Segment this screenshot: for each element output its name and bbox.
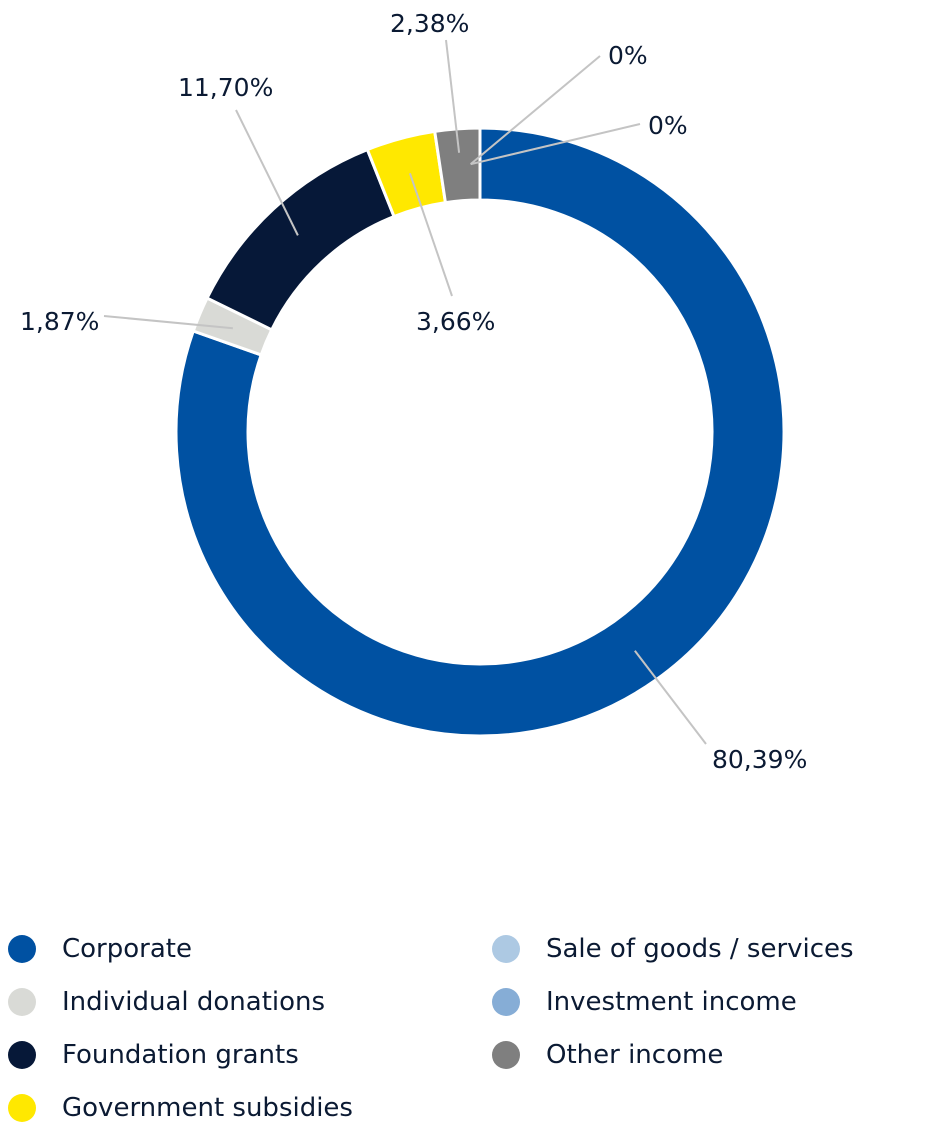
slice-foundation-grants bbox=[205, 147, 397, 332]
data-label-individual-donations: 1,87% bbox=[20, 307, 99, 336]
legend-item-investment-income: Investment income bbox=[492, 975, 854, 1028]
legend-column-right: Sale of goods / services Investment inco… bbox=[492, 922, 854, 1081]
donut-slices bbox=[174, 126, 786, 738]
leader-line-sale-of-goods-services bbox=[470, 55, 601, 165]
leader-line-foundation-grants bbox=[235, 109, 299, 236]
legend-label-corporate: Corporate bbox=[62, 933, 192, 964]
slice-other-income bbox=[433, 126, 482, 205]
legend-label-investment-income: Investment income bbox=[546, 986, 797, 1017]
data-label-corporate: 80,39% bbox=[712, 745, 807, 774]
legend-item-corporate: Corporate bbox=[8, 922, 353, 975]
slice-corporate bbox=[174, 126, 786, 738]
leader-line-other-income bbox=[445, 39, 461, 153]
leader-lines bbox=[103, 39, 707, 745]
leader-line-investment-income bbox=[470, 123, 641, 166]
data-label-investment-income: 0% bbox=[648, 111, 688, 140]
legend-label-sale-of-goods: Sale of goods / services bbox=[546, 933, 854, 964]
donut-chart: 80,39% 1,87% 11,70% 3,66% 2,38% 0% 0% bbox=[20, 9, 807, 774]
data-label-foundation-grants: 11,70% bbox=[178, 73, 273, 102]
legend-item-foundation-grants: Foundation grants bbox=[8, 1028, 353, 1081]
legend-item-sale-of-goods: Sale of goods / services bbox=[492, 922, 854, 975]
legend-swatch-sale-of-goods bbox=[492, 934, 520, 963]
legend-label-other-income: Other income bbox=[546, 1039, 724, 1070]
legend-swatch-government-subsidies bbox=[8, 1093, 36, 1122]
legend-item-other-income: Other income bbox=[492, 1028, 854, 1081]
legend-swatch-corporate bbox=[8, 934, 36, 963]
legend-swatch-individual-donations bbox=[8, 987, 36, 1016]
legend-column-left: Corporate Individual donations Foundatio… bbox=[8, 922, 353, 1134]
data-label-other-income: 2,38% bbox=[390, 9, 469, 38]
legend-label-government-subsidies: Government subsidies bbox=[62, 1092, 353, 1123]
legend-item-government-subsidies: Government subsidies bbox=[8, 1081, 353, 1134]
leader-line-individual-donations bbox=[103, 315, 233, 330]
legend-item-individual-donations: Individual donations bbox=[8, 975, 353, 1028]
legend-label-individual-donations: Individual donations bbox=[62, 986, 326, 1017]
legend-swatch-other-income bbox=[492, 1040, 520, 1069]
data-label-government-subsidies: 3,66% bbox=[416, 307, 495, 336]
legend-swatch-foundation-grants bbox=[8, 1040, 36, 1069]
legend-label-foundation-grants: Foundation grants bbox=[62, 1039, 299, 1070]
leader-line-corporate bbox=[634, 650, 707, 745]
data-label-sale-of-goods-services: 0% bbox=[608, 41, 648, 70]
legend-swatch-investment-income bbox=[492, 987, 520, 1016]
data-labels: 80,39% 1,87% 11,70% 3,66% 2,38% 0% 0% bbox=[20, 9, 807, 774]
legend: Corporate Individual donations Foundatio… bbox=[0, 922, 925, 1123]
leader-line-government-subsidies bbox=[408, 172, 453, 297]
